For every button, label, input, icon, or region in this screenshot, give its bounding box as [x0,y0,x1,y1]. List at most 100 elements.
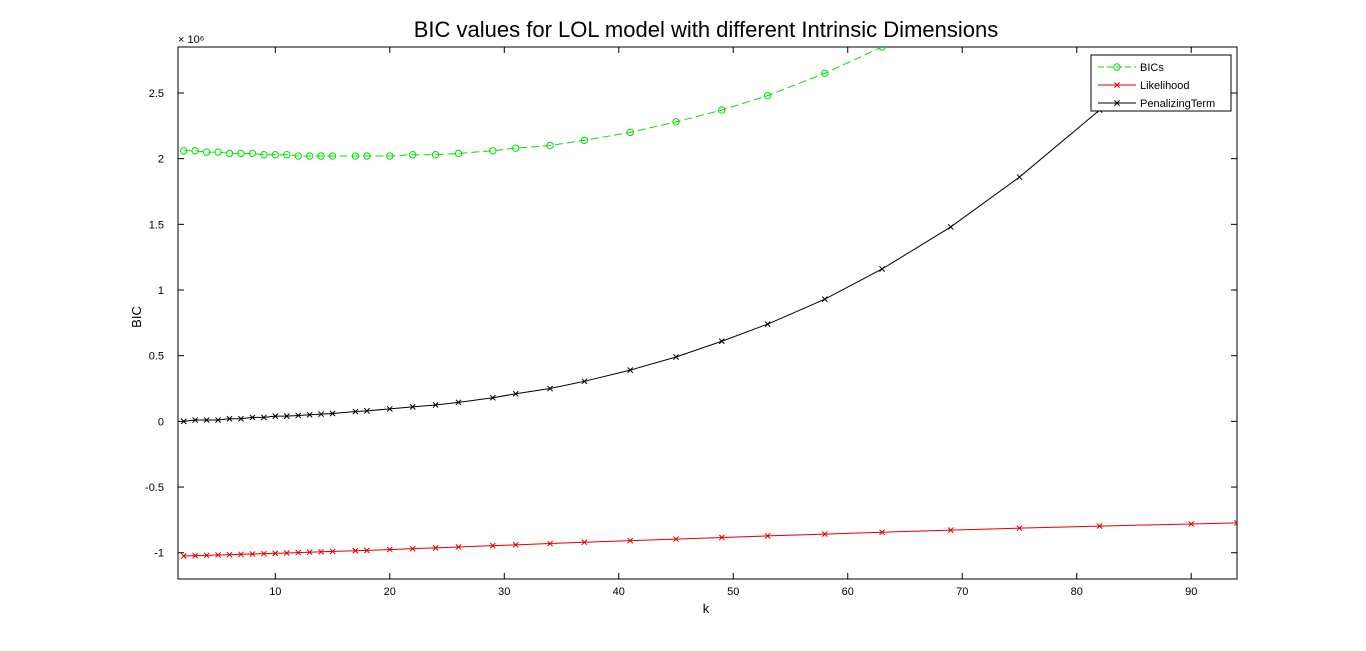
data-point-penalizingterm [879,266,886,272]
data-point-penalizingterm [249,414,256,421]
data-point-penalizingterm [329,410,336,417]
y-tick-label: -1 [154,548,164,560]
x-tick-label: 20 [384,586,396,598]
data-point-likelihood [512,541,519,548]
data-point-likelihood [249,551,256,557]
data-point-penalizingterm [455,399,462,406]
x-tick-label: 30 [498,586,510,598]
legend-label: Likelihood [1140,80,1190,92]
data-point-penalizingterm [547,385,554,392]
data-point-penalizingterm [238,415,244,422]
data-point-penalizingterm [272,413,279,420]
data-point-bics [626,128,634,137]
data-point-penalizingterm [386,405,393,412]
data-point-likelihood [1016,525,1023,532]
data-point-bics [431,151,440,159]
legend-marker [1114,82,1120,88]
series-line-penalizingterm [183,66,1146,422]
data-point-penalizingterm [581,378,588,385]
data-point-penalizingterm [283,413,290,420]
data-point-penalizingterm [764,321,771,328]
data-point-likelihood [947,527,954,534]
series-bics [180,47,886,160]
legend-item-penalizingterm: PenalizingTerm [1098,98,1215,110]
data-point-penalizingterm [432,401,439,408]
x-tick-label: 10 [269,586,281,598]
data-point-penalizingterm [363,407,370,414]
series-likelihood [180,519,1237,559]
x-tick-label: 40 [613,586,625,598]
y-axis-exponent: × 10⁶ [178,34,204,46]
data-point-likelihood [547,540,554,547]
data-point-likelihood [363,547,370,554]
legend-marker [1114,100,1120,106]
data-point-bics [294,152,302,160]
data-point-penalizingterm [318,411,325,418]
data-point-likelihood [192,552,199,559]
data-point-bics [454,149,463,158]
data-point-bics [386,152,394,160]
x-tick-label: 90 [1185,586,1197,598]
data-point-penalizingterm [489,394,496,401]
data-point-bics [546,141,554,150]
data-point-bics [237,149,245,158]
data-point-bics [821,69,829,77]
plot-area [177,46,1238,580]
data-point-penalizingterm [673,354,679,360]
data-point-penalizingterm [226,415,233,422]
legend-label: PenalizingTerm [1140,98,1215,110]
data-point-likelihood [272,550,279,557]
data-point-likelihood [1234,519,1237,526]
data-point-bics [672,118,680,126]
x-axis-ticks: 10 20 30 40 50 60 70 80 90 [269,47,1197,598]
legend: BICs Likelihood PenalizingTerm [1090,54,1232,112]
data-point-likelihood [1096,523,1103,530]
data-point-penalizingterm [409,403,416,410]
data-point-bics [489,147,497,155]
data-point-bics [214,148,222,156]
data-point-bics [202,148,211,156]
data-point-likelihood [306,549,313,556]
y-tick-label: 2 [158,154,164,166]
data-point-bics [225,149,234,158]
x-tick-label: 60 [842,586,854,598]
data-point-penalizingterm [215,417,222,424]
data-point-likelihood [432,544,439,551]
data-point-penalizingterm [627,367,634,374]
data-point-likelihood [409,545,416,552]
data-point-penalizingterm [1016,174,1023,180]
data-point-bics [180,147,188,155]
data-point-bics [718,106,726,114]
data-point-bics [351,152,360,160]
data-point-likelihood [386,546,393,553]
data-point-bics [191,147,199,155]
x-tick-label: 80 [1071,586,1083,598]
data-point-likelihood [180,553,187,559]
series-layer [180,47,1237,559]
x-axis-label: k [703,601,710,616]
data-point-likelihood [329,548,336,555]
data-point-bics [763,91,772,100]
y-tick-label: 2.5 [149,88,164,100]
data-point-penalizingterm [512,390,519,397]
legend-item-bics: BICs [1098,62,1164,74]
data-point-penalizingterm [718,338,725,345]
data-point-likelihood [1188,521,1195,527]
chart-title: BIC values for LOL model with different … [414,17,998,42]
data-point-likelihood [673,536,679,543]
data-point-likelihood [260,550,267,557]
data-point-likelihood [821,531,828,538]
data-point-bics [271,151,280,159]
data-point-likelihood [581,539,588,546]
data-point-bics [878,47,886,51]
data-point-penalizingterm [295,412,302,419]
data-point-bics [283,151,291,159]
data-point-likelihood [489,542,496,549]
y-axis-ticks: -1 -0.5 0 0.5 1 1.5 2 2.5 [145,88,1237,560]
data-point-likelihood [215,552,222,558]
data-point-likelihood [627,537,634,544]
data-point-likelihood [764,532,771,539]
y-tick-label: 1.5 [149,219,164,231]
data-point-penalizingterm [203,417,210,424]
